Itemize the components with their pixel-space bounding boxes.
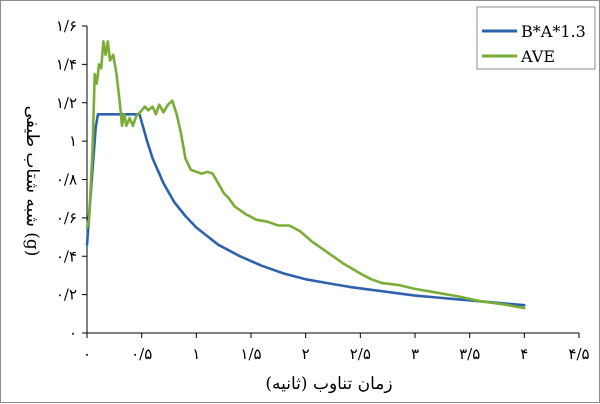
x-tick-label: ۳/۵: [459, 345, 480, 363]
y-tick-label: ۰/۴: [56, 247, 77, 265]
x-tick-label: ۲/۵: [350, 345, 371, 363]
legend-label-series-1: B*A*1.3: [521, 22, 586, 41]
x-tick-label: ۲: [302, 345, 310, 363]
y-tick-label: ۰: [69, 324, 77, 342]
y-axis-title: شبه شتاب طیفی (g): [22, 106, 42, 257]
y-tick-label: ۱/۶: [56, 17, 77, 35]
legend-label-series-2: AVE: [520, 47, 555, 66]
x-tick-label: ۴/۵: [568, 345, 589, 363]
x-tick-label: ۳: [411, 345, 419, 363]
legend-box: [476, 6, 596, 70]
x-tick-label: ۰/۵: [131, 345, 152, 363]
series-line-2: [85, 40, 526, 310]
y-tick-label: ۱/۴: [56, 55, 77, 73]
y-tick-label: ۱: [69, 132, 77, 150]
series-lines: [85, 40, 526, 310]
y-tick-label: ۱/۲: [56, 94, 77, 112]
x-tick-label: ۱/۵: [240, 345, 261, 363]
x-tick-labels: ۰ ۰/۵ ۱ ۱/۵ ۲ ۲/۵ ۳ ۳/۵ ۴ ۴/۵: [83, 333, 590, 363]
y-tick-label: ۰/۸: [56, 171, 77, 189]
y-tick-label: ۰/۶: [56, 209, 77, 227]
x-tick-label: ۴: [520, 345, 528, 363]
series-line-1: [85, 113, 526, 307]
y-tick-labels: ۰ ۰/۲ ۰/۴ ۰/۶ ۰/۸ ۱ ۱/۲ ۱/۴ ۱/۶: [56, 17, 87, 342]
y-tick-label: ۰/۲: [56, 286, 77, 304]
legend: B*A*1.3 AVE: [476, 6, 596, 70]
x-axis-title: زمان تناوب (ثانیه): [265, 374, 392, 394]
x-tick-label: ۰: [83, 345, 91, 363]
x-tick-label: ۱: [192, 345, 200, 363]
